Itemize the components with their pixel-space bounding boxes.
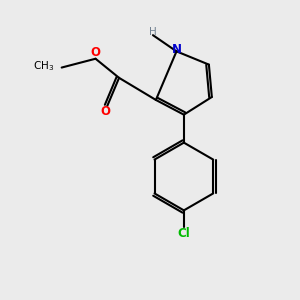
Text: O: O — [91, 46, 100, 59]
Text: H: H — [149, 27, 157, 37]
Text: O: O — [100, 105, 110, 118]
Text: Cl: Cl — [178, 227, 190, 240]
Text: N: N — [172, 43, 182, 56]
Text: CH$_3$: CH$_3$ — [33, 59, 54, 73]
